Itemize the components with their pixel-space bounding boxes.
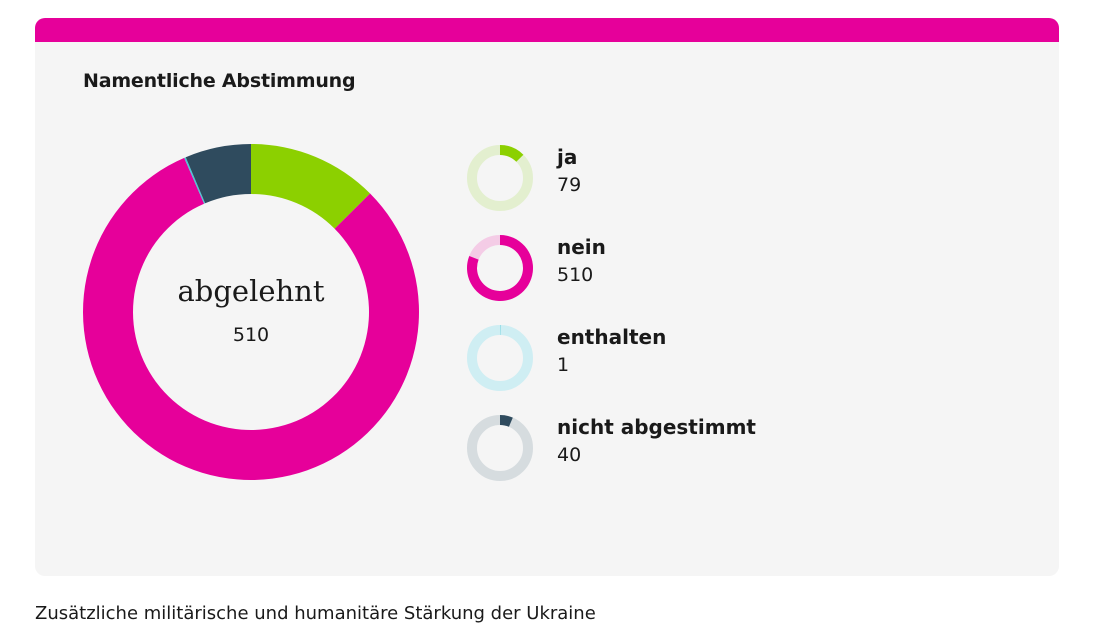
main-donut-chart: [83, 144, 420, 480]
donut-slice-ja: [251, 144, 371, 229]
card-accent-bar: [35, 18, 1059, 42]
legend-label: nein: [557, 235, 606, 259]
legend-item-ja: ja 79: [465, 143, 885, 213]
mini-donut-enthalten: [467, 324, 533, 391]
donut-slice-enthalten: [184, 157, 206, 204]
legend-item-enthalten: enthalten 1: [465, 323, 885, 393]
legend-label: nicht abgestimmt: [557, 415, 756, 439]
vote-caption: Zusätzliche militärische und humanitäre …: [35, 603, 596, 624]
legend-item-nein: nein 510: [465, 233, 885, 303]
mini-donut-nein: [466, 235, 533, 301]
mini-donut-nicht-abgestimmt: [467, 415, 533, 481]
legend-label: ja: [557, 145, 578, 169]
legend-value: 79: [557, 174, 582, 196]
legend-item-nicht-abgestimmt: nicht abgestimmt 40: [465, 413, 885, 483]
chart-title: Namentliche Abstimmung: [83, 70, 356, 92]
mini-donut-slice-ja: [500, 145, 524, 162]
legend-value: 510: [557, 264, 594, 286]
result-count: 510: [232, 324, 270, 346]
mini-donut-track: [467, 415, 533, 481]
donut-slice-nein: [83, 157, 420, 480]
legend-value: 1: [557, 354, 570, 376]
result-label: abgelehnt: [177, 274, 325, 308]
mini-donut-slice-nein: [466, 235, 533, 301]
mini-donut-track: [467, 325, 533, 391]
legend-label: enthalten: [557, 325, 667, 349]
vote-card: Namentliche Abstimmung abgelehnt 510 ja …: [35, 18, 1059, 576]
donut-slice-nicht-abgestimmt: [185, 144, 251, 204]
mini-donut-slice-nicht-abgestimmt: [500, 415, 513, 427]
legend-value: 40: [557, 444, 582, 466]
mini-donut-ja: [467, 145, 533, 211]
